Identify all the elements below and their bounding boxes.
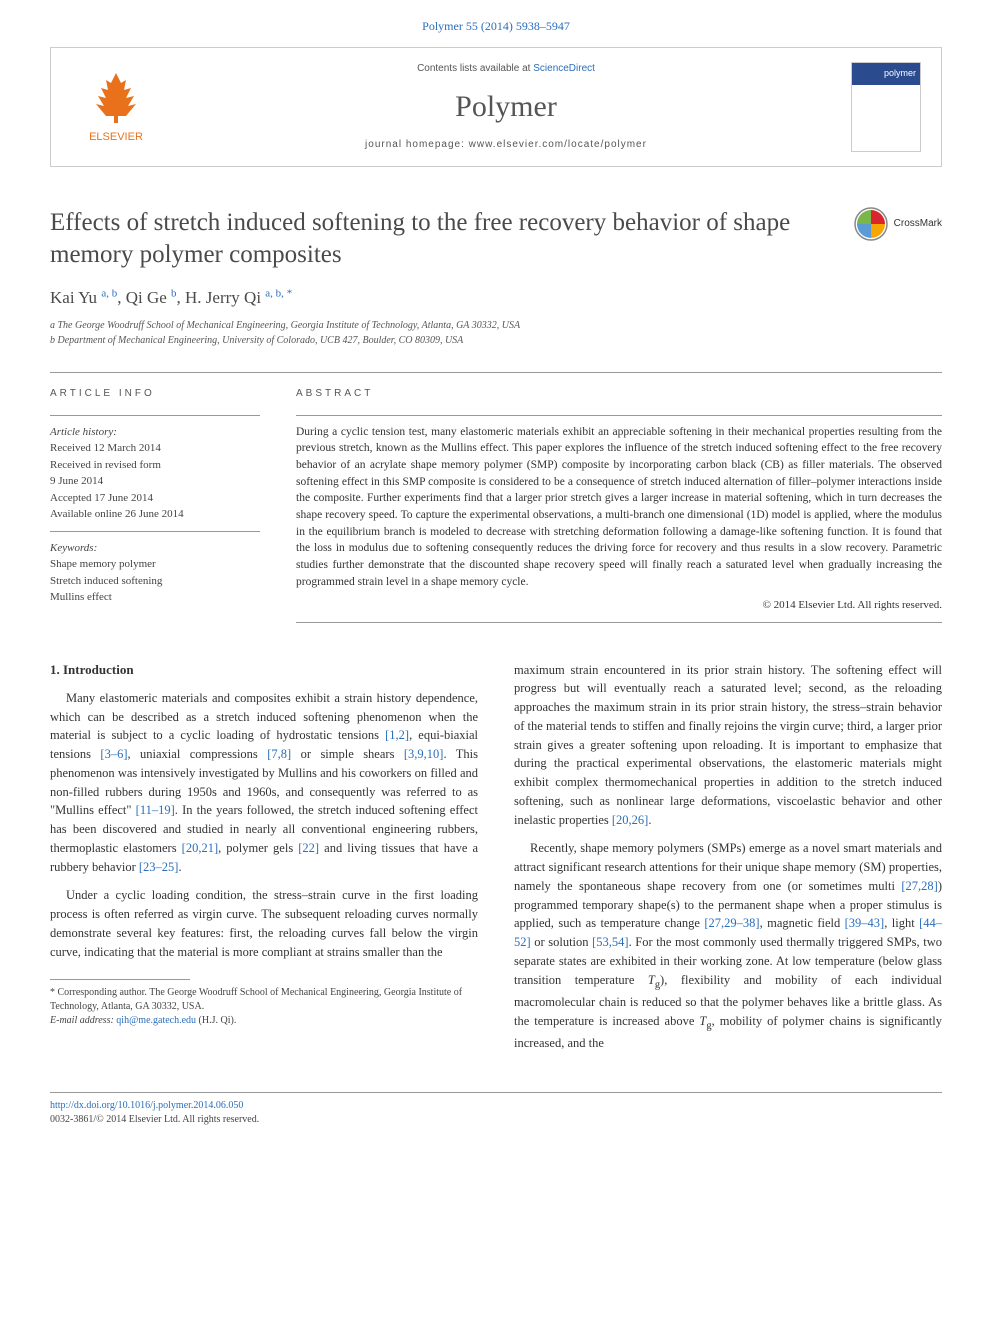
article-title: Effects of stretch induced softening to …	[50, 207, 834, 272]
journal-header: ELSEVIER Contents lists available at Sci…	[50, 47, 942, 167]
abstract-divider-bottom	[296, 622, 942, 623]
email-suffix: (H.J. Qi).	[196, 1015, 236, 1026]
accepted-date: Accepted 17 June 2014	[50, 490, 260, 507]
keyword-1: Shape memory polymer	[50, 556, 260, 573]
journal-cover-thumbnail[interactable]	[851, 62, 921, 152]
body-column-left: 1. Introduction Many elastomeric materia…	[50, 661, 478, 1063]
corr-text: * Corresponding author. The George Woodr…	[50, 986, 478, 1014]
article-header-area: Effects of stretch induced softening to …	[0, 167, 992, 651]
email-line: E-mail address: qih@me.gatech.edu (H.J. …	[50, 1014, 478, 1028]
crossmark-badge[interactable]: CrossMark	[854, 207, 942, 241]
issn-copyright: 0032-3861/© 2014 Elsevier Ltd. All right…	[50, 1113, 942, 1127]
online-date: Available online 26 June 2014	[50, 506, 260, 523]
header-center: Contents lists available at ScienceDirec…	[161, 62, 851, 152]
article-info-column: ARTICLE INFO Article history: Received 1…	[50, 387, 260, 631]
footnote-rule	[50, 979, 190, 980]
info-divider	[50, 415, 260, 416]
keywords-block: Keywords: Shape memory polymer Stretch i…	[50, 540, 260, 606]
citation-text[interactable]: Polymer 55 (2014) 5938–5947	[422, 19, 570, 33]
citation-bar: Polymer 55 (2014) 5938–5947	[0, 0, 992, 47]
publisher-name: ELSEVIER	[89, 130, 143, 145]
keywords-heading: Keywords:	[50, 540, 260, 557]
title-row: Effects of stretch induced softening to …	[50, 207, 942, 272]
affiliations: a The George Woodruff School of Mechanic…	[50, 318, 942, 348]
history-heading: Article history:	[50, 424, 260, 441]
article-info-label: ARTICLE INFO	[50, 387, 260, 401]
affiliation-a: a The George Woodruff School of Mechanic…	[50, 318, 942, 333]
abstract-text: During a cyclic tension test, many elast…	[296, 424, 942, 591]
homepage-line: journal homepage: www.elsevier.com/locat…	[161, 138, 851, 152]
crossmark-icon	[854, 207, 888, 241]
homepage-prefix: journal homepage:	[365, 139, 469, 150]
body-p3: maximum strain encountered in its prior …	[514, 661, 942, 830]
keyword-3: Mullins effect	[50, 589, 260, 606]
publisher-logo[interactable]: ELSEVIER	[71, 68, 161, 145]
body-p4: Recently, shape memory polymers (SMPs) e…	[514, 839, 942, 1052]
elsevier-tree-icon	[86, 68, 146, 128]
article-history: Article history: Received 12 March 2014 …	[50, 424, 260, 523]
contents-line: Contents lists available at ScienceDirec…	[161, 62, 851, 76]
info-abstract-row: ARTICLE INFO Article history: Received 1…	[50, 387, 942, 631]
received-date: Received 12 March 2014	[50, 440, 260, 457]
revised-line1: Received in revised form	[50, 457, 260, 474]
body-column-right: maximum strain encountered in its prior …	[514, 661, 942, 1063]
abstract-column: ABSTRACT During a cyclic tension test, m…	[296, 387, 942, 631]
crossmark-label: CrossMark	[894, 217, 942, 231]
divider	[50, 372, 942, 373]
abstract-label: ABSTRACT	[296, 387, 942, 401]
email-link[interactable]: qih@me.gatech.edu	[116, 1015, 196, 1026]
keyword-2: Stretch induced softening	[50, 573, 260, 590]
body-p2: Under a cyclic loading condition, the st…	[50, 886, 478, 961]
journal-name: Polymer	[161, 86, 851, 128]
info-divider	[50, 531, 260, 532]
abstract-copyright: © 2014 Elsevier Ltd. All rights reserved…	[296, 598, 942, 613]
footer-bar: http://dx.doi.org/10.1016/j.polymer.2014…	[50, 1092, 942, 1147]
sciencedirect-link[interactable]: ScienceDirect	[533, 63, 595, 74]
homepage-url[interactable]: www.elsevier.com/locate/polymer	[469, 139, 647, 150]
doi-link[interactable]: http://dx.doi.org/10.1016/j.polymer.2014…	[50, 1100, 243, 1111]
email-label: E-mail address:	[50, 1015, 116, 1026]
corresponding-author-footnote: * Corresponding author. The George Woodr…	[50, 986, 478, 1028]
body-area: 1. Introduction Many elastomeric materia…	[0, 651, 992, 1093]
abstract-divider	[296, 415, 942, 416]
revised-line2: 9 June 2014	[50, 473, 260, 490]
contents-prefix: Contents lists available at	[417, 63, 533, 74]
intro-heading: 1. Introduction	[50, 661, 478, 679]
authors-line: Kai Yu a, b, Qi Ge b, H. Jerry Qi a, b, …	[50, 286, 942, 310]
affiliation-b: b Department of Mechanical Engineering, …	[50, 333, 942, 348]
body-p1: Many elastomeric materials and composite…	[50, 689, 478, 877]
